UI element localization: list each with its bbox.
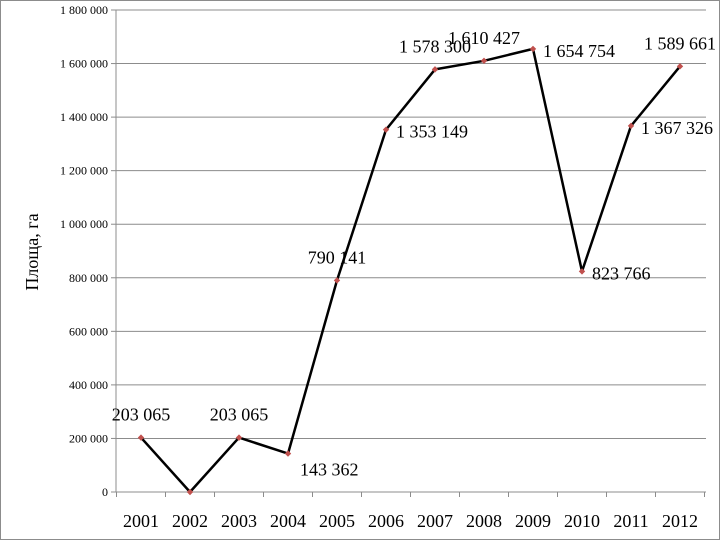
x-axis: 2001 2002 2003 2004 2005 2006 2007 2008 2009 2010… [116, 491, 706, 531]
data-point-marker [235, 434, 243, 441]
data-point-marker [284, 450, 292, 457]
x-tick-label: 2008 [466, 511, 502, 531]
y-tick-label: 1 800 000 [60, 3, 108, 17]
data-label: 1 654 754 [543, 41, 615, 61]
data-label: 203 065 [210, 405, 269, 425]
x-tick-label: 2004 [270, 511, 306, 531]
y-tick-label: 400 000 [69, 378, 108, 392]
data-point-marker [529, 45, 537, 53]
data-point-marker [676, 63, 684, 70]
y-tick-label: 1 400 000 [60, 110, 108, 124]
x-tick-label: 2012 [662, 511, 698, 531]
data-point-marker [382, 126, 390, 133]
data-label: 1 610 427 [448, 28, 520, 48]
data-label: 790 141 [308, 247, 367, 267]
y-tick-label: 1 000 000 [60, 217, 108, 231]
y-tick-label: 600 000 [69, 324, 108, 338]
data-label: 143 362 [300, 460, 359, 480]
x-tick-label: 2011 [613, 511, 648, 531]
y-tick-label: 200 000 [69, 431, 108, 445]
data-point-marker [431, 66, 439, 73]
data-point-marker [627, 122, 635, 130]
y-tick-label: 800 000 [69, 271, 108, 285]
x-tick-label: 2001 [123, 511, 159, 531]
data-label: 203 065 [112, 405, 171, 425]
y-axis-title: Площа, га [22, 213, 42, 290]
x-tick-label: 2002 [172, 511, 208, 531]
data-point-marker [137, 434, 145, 441]
y-axis: 0 200 000 400 000 600 000 800 000 1 000 000 1 … [60, 3, 117, 499]
data-point-marker [480, 57, 488, 64]
data-point-marker [578, 268, 586, 275]
data-label: 1 353 149 [396, 122, 468, 142]
x-tick-label: 2009 [515, 511, 551, 531]
x-tick-label: 2007 [417, 511, 453, 531]
data-label: 823 766 [592, 263, 651, 283]
data-point-marker [186, 488, 194, 496]
data-label: 1 578 300 [399, 36, 471, 56]
x-tick-label: 2006 [368, 511, 404, 531]
x-tick-label: 2010 [564, 511, 600, 531]
y-tick-label: 0 [102, 485, 108, 499]
y-tick-label: 1 600 000 [60, 57, 108, 71]
data-label: 1 589 661 [644, 33, 716, 53]
series-line [140, 47, 681, 494]
data-markers [137, 45, 684, 496]
data-point-marker [333, 277, 341, 284]
x-tick-label: 2005 [319, 511, 355, 531]
y-tick-label: 1 200 000 [60, 164, 108, 178]
data-labels: 203 065 203 065 143 362 790 141 1 353 149 1 5… [112, 28, 716, 480]
x-tick-label: 2003 [221, 511, 257, 531]
data-label: 1 367 326 [641, 118, 713, 138]
